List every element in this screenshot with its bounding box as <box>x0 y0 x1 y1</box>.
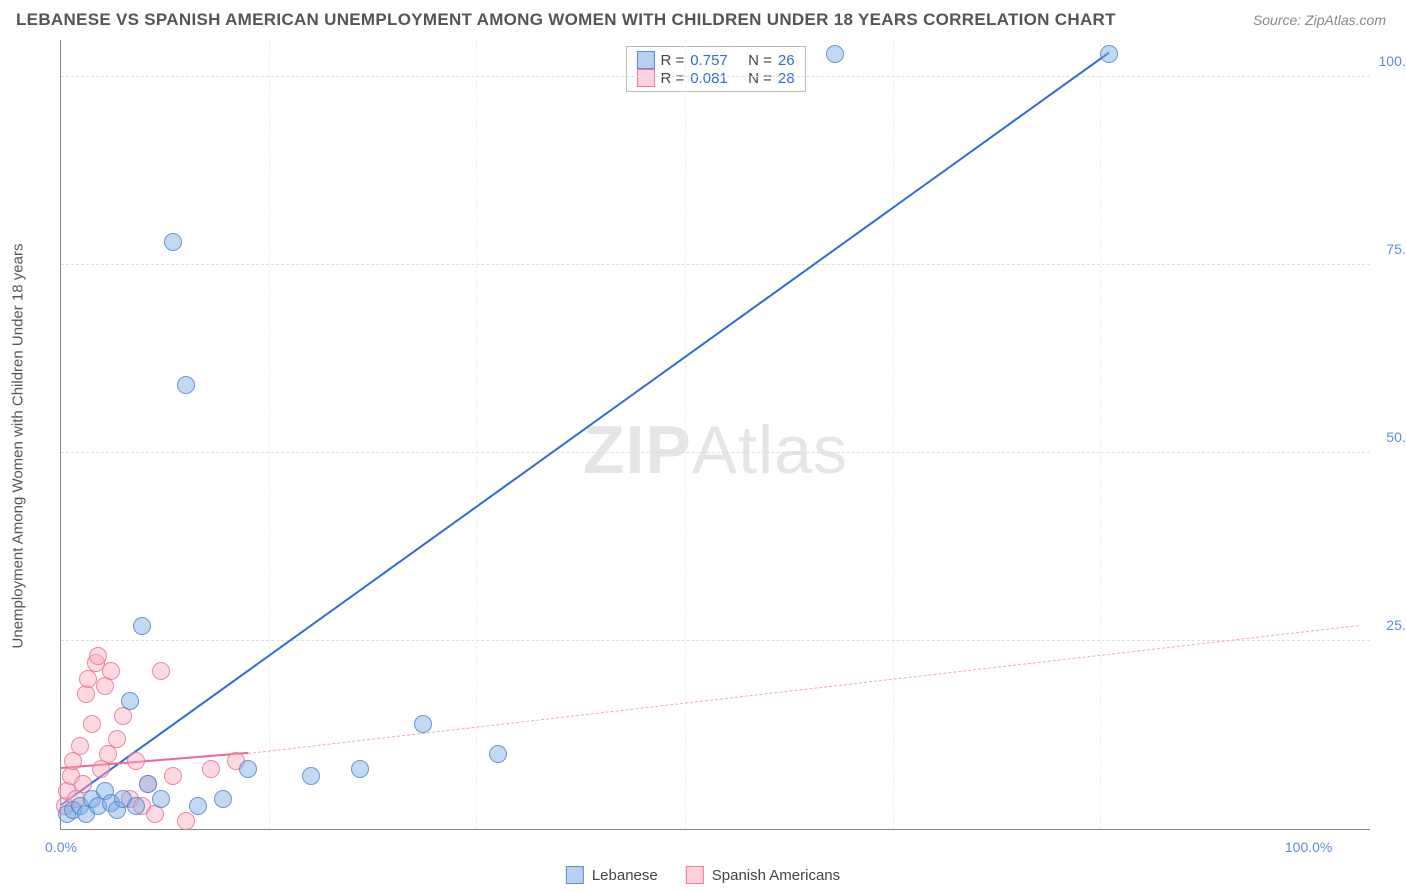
chart-title: LEBANESE VS SPANISH AMERICAN UNEMPLOYMEN… <box>16 10 1116 30</box>
scatter-plot: ZIPAtlas R = 0.757 N = 26 R = 0.081 N = … <box>60 40 1370 830</box>
data-point <box>89 647 107 665</box>
series-legend: Lebanese Spanish Americans <box>566 866 840 884</box>
correlation-legend: R = 0.757 N = 26 R = 0.081 N = 28 <box>625 46 805 92</box>
data-point <box>121 692 139 710</box>
swatch-pink-icon <box>686 866 704 884</box>
x-tick-label: 0.0% <box>45 839 77 855</box>
r-value-lebanese: 0.757 <box>690 52 728 69</box>
data-point <box>139 775 157 793</box>
data-point <box>239 760 257 778</box>
data-point <box>152 790 170 808</box>
data-point <box>1100 45 1118 63</box>
data-point <box>71 737 89 755</box>
watermark: ZIPAtlas <box>583 411 848 489</box>
data-point <box>127 752 145 770</box>
source-label: Source: ZipAtlas.com <box>1253 12 1386 28</box>
swatch-pink-icon <box>636 69 654 87</box>
gridline-h <box>61 264 1370 265</box>
data-point <box>214 790 232 808</box>
trendline <box>60 52 1109 806</box>
gridline-v <box>685 40 686 829</box>
gridline-h <box>61 452 1370 453</box>
legend-row-lebanese: R = 0.757 N = 26 <box>636 51 794 69</box>
gridline-v <box>476 40 477 829</box>
data-point <box>108 730 126 748</box>
data-point <box>164 767 182 785</box>
y-tick-label: 25.0% <box>1386 617 1406 633</box>
r-label: R = <box>660 70 684 87</box>
data-point <box>133 617 151 635</box>
data-point <box>202 760 220 778</box>
n-label: N = <box>748 52 772 69</box>
gridline-h <box>61 76 1370 77</box>
data-point <box>152 662 170 680</box>
trendline <box>248 625 1358 754</box>
data-point <box>177 812 195 830</box>
r-value-spanish: 0.081 <box>690 70 728 87</box>
data-point <box>302 767 320 785</box>
swatch-blue-icon <box>636 51 654 69</box>
r-label: R = <box>660 52 684 69</box>
data-point <box>83 715 101 733</box>
y-axis-label: Unemployment Among Women with Children U… <box>10 244 27 649</box>
n-label: N = <box>748 70 772 87</box>
data-point <box>164 233 182 251</box>
data-point <box>826 45 844 63</box>
data-point <box>102 662 120 680</box>
gridline-h <box>61 640 1370 641</box>
data-point <box>189 797 207 815</box>
legend-row-spanish: R = 0.081 N = 28 <box>636 69 794 87</box>
gridline-v <box>893 40 894 829</box>
y-tick-label: 50.0% <box>1386 429 1406 445</box>
y-tick-label: 100.0% <box>1379 53 1406 69</box>
gridline-v <box>269 40 270 829</box>
data-point <box>177 376 195 394</box>
data-point <box>414 715 432 733</box>
gridline-v <box>1100 40 1101 829</box>
n-value-spanish: 28 <box>778 70 795 87</box>
data-point <box>127 797 145 815</box>
x-tick-label: 100.0% <box>1285 839 1332 855</box>
data-point <box>489 745 507 763</box>
legend-item-spanish: Spanish Americans <box>686 866 840 884</box>
legend-item-lebanese: Lebanese <box>566 866 658 884</box>
trendline <box>61 752 248 769</box>
legend-label-lebanese: Lebanese <box>592 867 658 884</box>
n-value-lebanese: 26 <box>778 52 795 69</box>
y-tick-label: 75.0% <box>1386 241 1406 257</box>
data-point <box>351 760 369 778</box>
legend-label-spanish: Spanish Americans <box>712 867 840 884</box>
swatch-blue-icon <box>566 866 584 884</box>
